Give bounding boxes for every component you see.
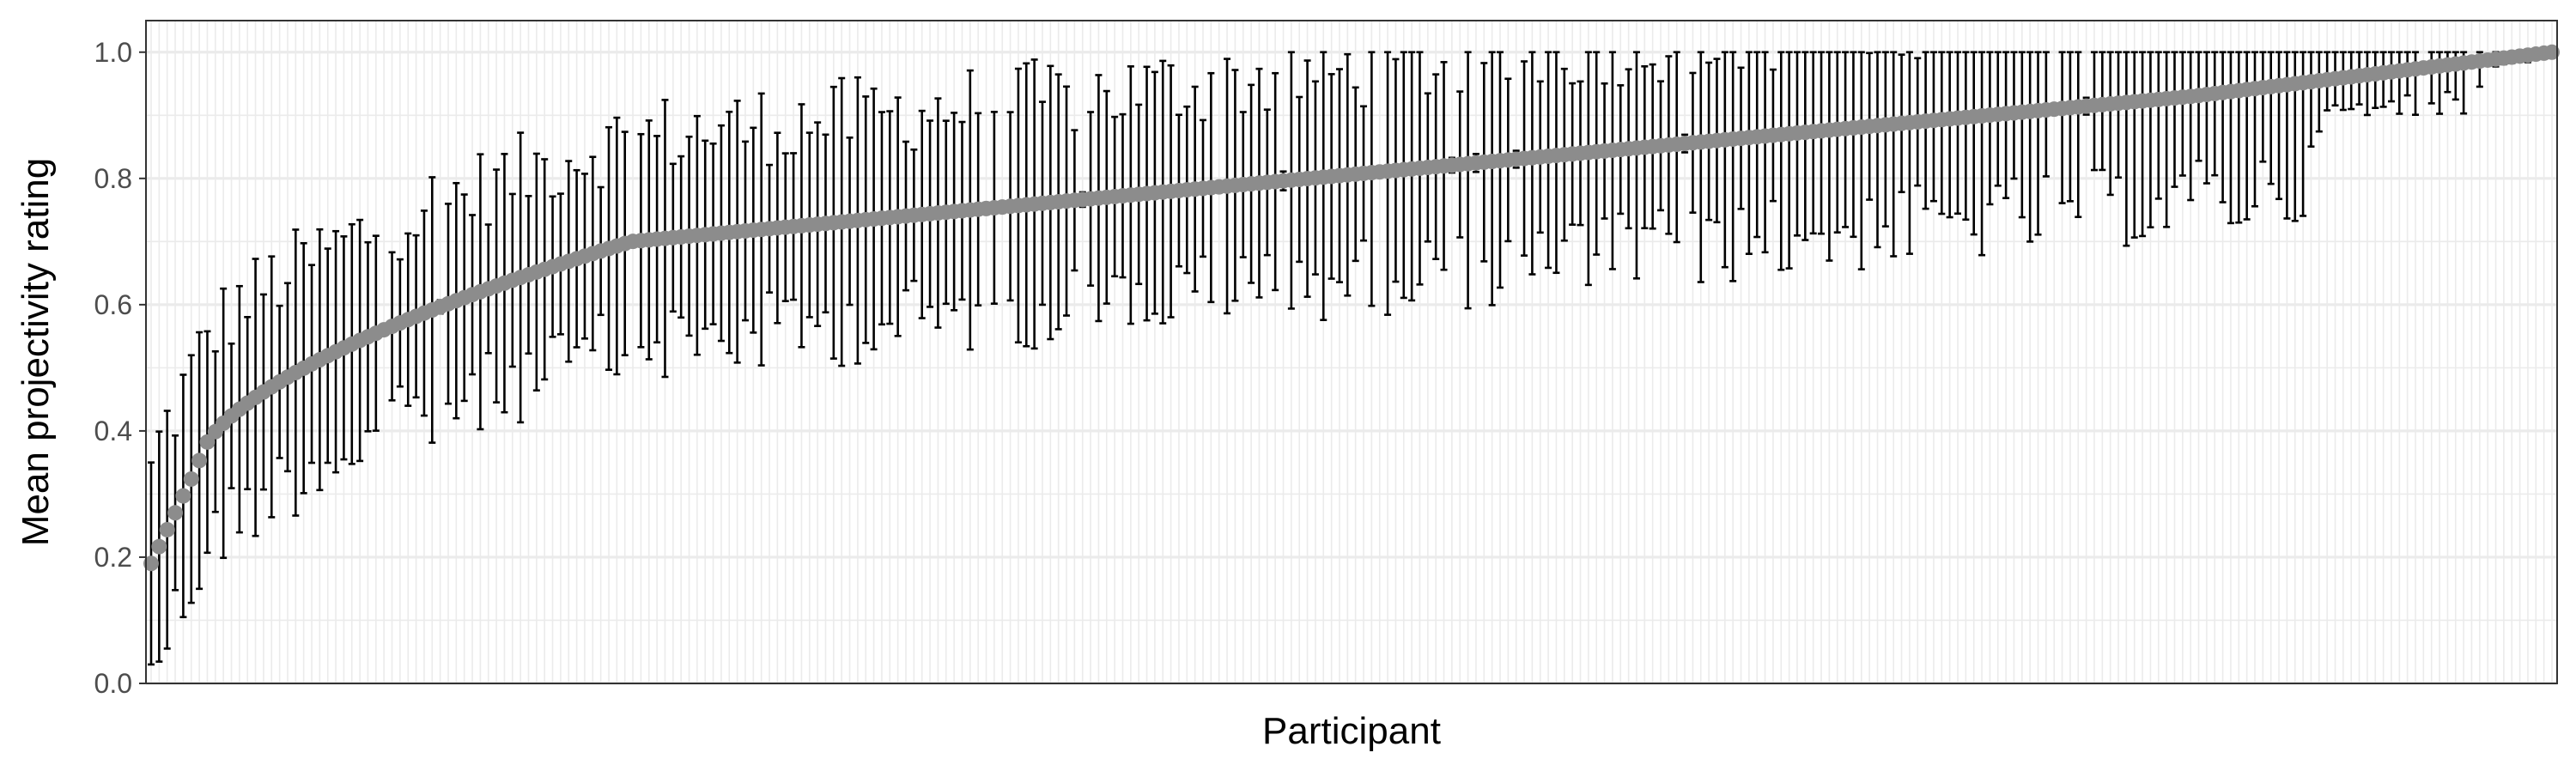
panel-border bbox=[145, 20, 2558, 684]
y-tick-label: 0.6 bbox=[94, 289, 132, 320]
data-points bbox=[143, 44, 2560, 572]
y-axis-title: Mean projectivity rating bbox=[15, 158, 57, 546]
data-point bbox=[159, 521, 175, 537]
y-tick-label: 0.2 bbox=[94, 542, 132, 573]
data-point bbox=[175, 488, 191, 504]
data-point bbox=[2544, 44, 2560, 60]
y-tick-label: 0.8 bbox=[94, 163, 132, 194]
data-point bbox=[143, 555, 159, 572]
x-axis-title: Participant bbox=[1262, 710, 1441, 752]
y-tick-label: 1.0 bbox=[94, 37, 132, 68]
data-point bbox=[167, 505, 184, 521]
data-point bbox=[151, 538, 167, 555]
data-point bbox=[183, 470, 199, 487]
data-point bbox=[191, 452, 208, 469]
y-tick-label: 0.0 bbox=[94, 668, 132, 699]
y-axis-ticks: 0.0 0.2 0.4 0.6 0.8 1.0 bbox=[94, 37, 146, 699]
y-tick-label: 0.4 bbox=[94, 416, 132, 446]
panel-background bbox=[146, 21, 2557, 683]
